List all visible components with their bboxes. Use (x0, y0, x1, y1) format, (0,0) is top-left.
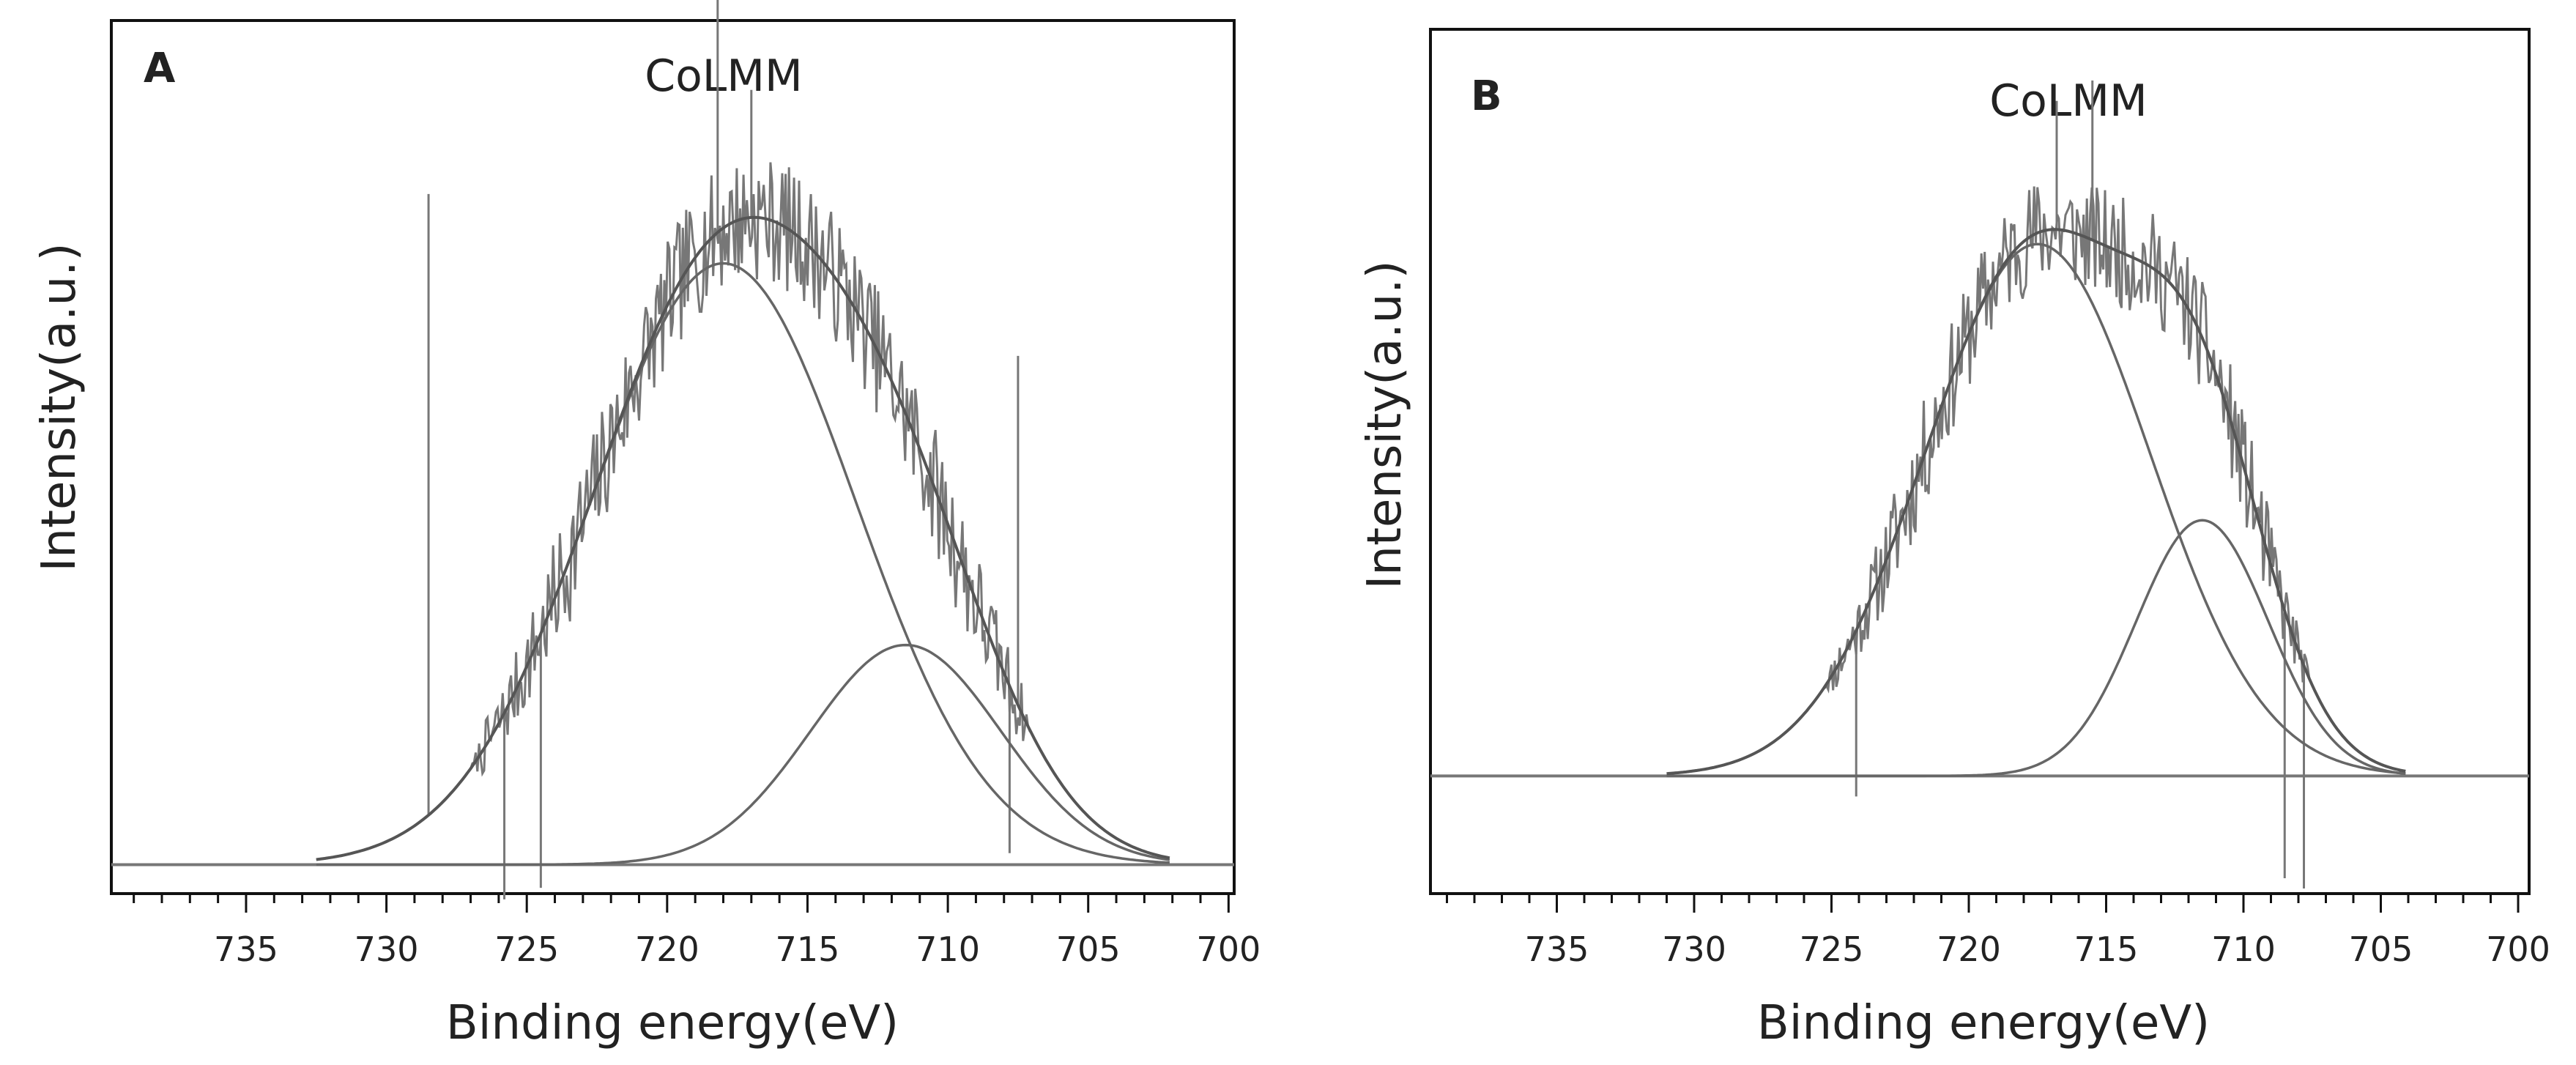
raw-spectrum-line (1822, 186, 2312, 694)
x-tick-label: 735 (1525, 929, 1589, 969)
chart-title: CoLMM (1989, 75, 2148, 127)
x-tick-label: 705 (2349, 929, 2413, 969)
fit-component-curve (1666, 519, 2406, 778)
chart-title: CoLMM (645, 51, 803, 102)
plot-frame (1429, 28, 2531, 895)
fit-component-curve (316, 643, 1170, 867)
fit-component-curve (1666, 242, 2406, 775)
x-axis-ticks (1446, 894, 2520, 913)
panel-label: A (144, 45, 176, 92)
x-tick-label: 715 (2074, 929, 2139, 969)
x-axis-ticks (133, 894, 1230, 913)
x-tick-label: 735 (214, 929, 278, 969)
x-tick-label: 730 (1662, 929, 1726, 969)
x-tick-label: 700 (1196, 929, 1261, 969)
raw-spectrum-line (469, 162, 1033, 777)
x-axis-title: Binding energy(eV) (1757, 996, 2210, 1050)
x-axis-tick-labels: 735 730 725 720 715 710 705 700 (214, 929, 1261, 969)
panel-a: A CoLMM Binding energy(eV) Intensity(a.u… (32, 0, 1261, 1050)
fit-envelope-curve (316, 215, 1170, 861)
plot-frame (110, 19, 1236, 895)
x-axis-title: Binding energy(eV) (446, 996, 899, 1050)
panel-label: B (1471, 73, 1502, 120)
series-group (1430, 80, 2529, 889)
x-tick-label: 725 (494, 929, 559, 969)
x-tick-label: 725 (1800, 929, 1864, 969)
x-axis-tick-labels: 735 730 725 720 715 710 705 700 (1525, 929, 2550, 969)
x-tick-label: 700 (2486, 929, 2550, 969)
panel-b: B CoLMM Binding energy(eV) Intensity(a.u… (1358, 28, 2550, 1050)
series-group (111, 0, 1234, 899)
x-tick-label: 730 (355, 929, 419, 969)
y-axis-title: Intensity(a.u.) (1358, 261, 1412, 590)
fit-component-curve (316, 261, 1170, 864)
x-tick-label: 705 (1056, 929, 1121, 969)
x-tick-label: 715 (776, 929, 840, 969)
x-tick-label: 710 (2211, 929, 2276, 969)
x-tick-label: 720 (635, 929, 699, 969)
fit-envelope-curve (1666, 228, 2406, 776)
x-tick-label: 720 (1937, 929, 2001, 969)
x-tick-label: 710 (916, 929, 980, 969)
y-axis-title: Intensity(a.u.) (32, 243, 86, 572)
